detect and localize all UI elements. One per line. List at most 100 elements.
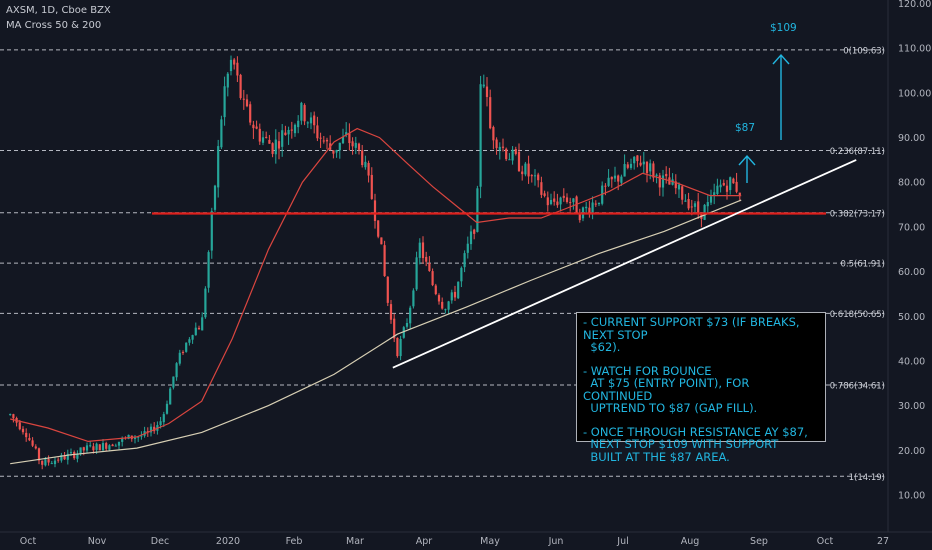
candle-body <box>210 211 213 251</box>
candle-body <box>655 174 658 176</box>
candle-body <box>543 193 546 196</box>
candle-body <box>687 198 690 209</box>
candle-body <box>719 184 722 188</box>
target-87-label: $87 <box>735 122 755 134</box>
candle-body <box>473 229 476 234</box>
fib-label: 0.618(50.65) <box>830 310 885 320</box>
candle-body <box>245 99 249 107</box>
candle-body <box>322 140 325 142</box>
candle-body <box>405 323 409 327</box>
target-109-arrow-head <box>772 53 790 65</box>
candle-body <box>377 220 380 237</box>
candle-body <box>79 447 82 455</box>
y-tick-label: 30.00 <box>898 401 925 412</box>
candle-body <box>25 432 28 438</box>
candle-body <box>162 414 165 423</box>
candle-body <box>530 175 533 177</box>
candle-body <box>428 263 431 272</box>
ma50-line <box>10 127 742 443</box>
candle-body <box>540 182 543 195</box>
candle-body <box>34 446 37 449</box>
candle-body <box>549 199 553 205</box>
candle-body <box>639 162 642 166</box>
x-tick-label: Nov <box>88 536 107 547</box>
candle-body <box>469 231 473 245</box>
candle-body <box>217 146 220 188</box>
candle-body <box>498 146 501 150</box>
x-tick-label: Oct <box>20 536 37 547</box>
x-tick-label: Jul <box>616 536 628 547</box>
time-axis[interactable]: Oct Nov Dec 2020 Feb Mar Apr May Jun Jul Aug Sep Oct… <box>0 531 932 547</box>
candle-body <box>620 176 623 183</box>
candle-body <box>479 84 482 187</box>
candle-body <box>309 117 313 124</box>
candle-body <box>642 161 645 165</box>
candle-body <box>76 453 79 459</box>
candle-body <box>501 146 505 148</box>
candle-body <box>421 242 425 259</box>
candle-body <box>495 139 498 149</box>
candle-body <box>505 148 508 160</box>
candle-body <box>220 119 223 148</box>
candle-body <box>274 139 277 155</box>
target-109-label: $109 <box>770 22 797 34</box>
candle-body <box>185 342 188 352</box>
indicator-title[interactable]: MA Cross 50 & 200 <box>6 20 102 31</box>
candle-body <box>127 434 130 439</box>
candle-body <box>690 206 693 208</box>
fib-label: 0(109.63) <box>843 46 885 56</box>
candle-body <box>105 443 108 449</box>
candle-body <box>18 422 21 430</box>
price-axis[interactable]: 10.00 20.00 30.00 40.00 50.00 60.00 70.00 80.00… <box>887 0 931 532</box>
candle-body <box>306 122 309 124</box>
candle-body <box>117 441 121 446</box>
candle-body <box>354 142 357 148</box>
candle-body <box>393 318 396 339</box>
candle-body <box>313 115 316 126</box>
candle-body <box>191 335 194 340</box>
fib-label: 1(14.19) <box>849 473 885 483</box>
candle-body <box>645 161 649 174</box>
candle-body <box>482 84 485 87</box>
candle-body <box>572 198 575 203</box>
candle-body <box>37 448 41 461</box>
candle-body <box>674 181 677 189</box>
candle-body <box>82 447 85 451</box>
candle-body <box>114 445 117 447</box>
annotation-box: - CURRENT SUPPORT $73 (IF BREAKS, NEXT S… <box>576 312 826 463</box>
candle-body <box>258 128 261 142</box>
candle-body <box>95 443 98 450</box>
candle-body <box>370 174 373 199</box>
candle-body <box>514 149 517 154</box>
candle-body <box>341 136 345 144</box>
candle-body <box>12 414 15 419</box>
candle-body <box>450 292 453 301</box>
candle-body <box>677 184 681 190</box>
candle-body <box>207 252 210 288</box>
candle-body <box>121 438 124 442</box>
candle-body <box>623 164 626 177</box>
candle-body <box>239 74 242 99</box>
candle-body <box>537 174 540 181</box>
candle-body <box>101 443 105 451</box>
candle-body <box>335 150 338 153</box>
candle-body <box>380 237 383 245</box>
y-tick-label: 80.00 <box>898 178 925 189</box>
candle-body <box>361 150 364 166</box>
candle-body <box>546 197 549 206</box>
candle-body <box>658 175 661 188</box>
candle-body <box>444 309 447 311</box>
y-tick-label: 20.00 <box>898 446 925 457</box>
candle-body <box>255 126 258 129</box>
y-tick-label: 50.00 <box>898 312 925 323</box>
candle-body <box>188 339 191 343</box>
candle-body <box>556 201 559 206</box>
candle-body <box>319 137 322 139</box>
candle-body <box>53 460 57 465</box>
candle-body <box>633 156 636 164</box>
candle-body <box>508 159 511 161</box>
x-tick-label: Mar <box>346 536 364 547</box>
candle-body <box>492 127 495 141</box>
